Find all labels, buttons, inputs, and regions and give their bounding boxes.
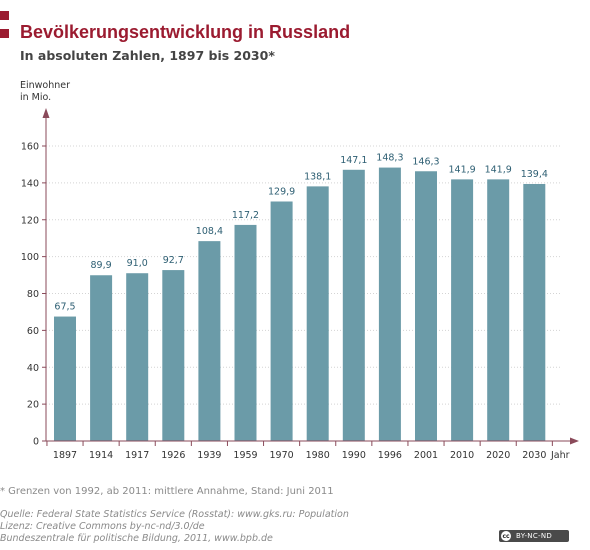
x-tick-label: 1939 xyxy=(197,450,221,461)
bar-value-label: 148,3 xyxy=(376,153,403,164)
source-line: Quelle: Federal State Statistics Service… xyxy=(0,509,349,520)
bar xyxy=(126,273,149,441)
cc-license-badge[interactable]: cc BY-NC-ND xyxy=(499,530,569,542)
x-tick-label: 1996 xyxy=(378,450,402,461)
bar xyxy=(90,275,113,441)
y-tick-label: 80 xyxy=(27,289,39,300)
accent-square-top xyxy=(0,11,9,20)
page-title: Bevölkerungsentwicklung in Russland xyxy=(20,22,351,42)
bar xyxy=(306,186,329,441)
bar xyxy=(523,183,546,441)
bar-value-label: 108,4 xyxy=(196,226,223,237)
y-tick-label: 60 xyxy=(27,326,39,337)
page-subtitle: In absoluten Zahlen, 1897 bis 2030* xyxy=(20,48,275,63)
bar xyxy=(415,171,437,441)
bar xyxy=(487,179,510,441)
x-tick-label: 2001 xyxy=(414,450,438,461)
bar xyxy=(162,270,185,441)
footnote: * Grenzen von 1992, ab 2011: mittlere An… xyxy=(0,486,334,497)
bar-value-label: 89,9 xyxy=(91,260,112,271)
bar xyxy=(451,179,474,441)
y-axis-arrow xyxy=(42,108,50,118)
bar xyxy=(54,316,76,441)
bar-value-label: 147,1 xyxy=(340,155,367,166)
x-axis-arrow xyxy=(570,437,579,445)
x-tick-label: 1980 xyxy=(306,450,330,461)
x-tick-label: 1926 xyxy=(161,450,185,461)
bar-value-label: 146,3 xyxy=(412,156,439,167)
bar-value-label: 92,7 xyxy=(163,255,184,266)
x-tick-label: 1914 xyxy=(89,450,113,461)
y-tick-label: 20 xyxy=(27,400,39,411)
bar-value-label: 117,2 xyxy=(232,210,259,221)
x-axis-label: Jahr xyxy=(550,450,570,461)
x-tick-label: 2010 xyxy=(450,450,474,461)
bar-value-label: 67,5 xyxy=(54,302,75,313)
bar-value-label: 139,4 xyxy=(521,169,548,180)
bar xyxy=(270,201,293,441)
cc-icon: cc xyxy=(501,531,511,541)
x-tick-label: 2030 xyxy=(522,450,546,461)
x-tick-label: 1897 xyxy=(53,450,77,461)
y-axis-label: Einwohner in Mio. xyxy=(20,80,70,104)
x-tick-label: 1990 xyxy=(342,450,366,461)
y-tick-label: 0 xyxy=(33,437,39,448)
y-tick-label: 160 xyxy=(21,142,39,153)
x-tick-label: 1970 xyxy=(270,450,294,461)
x-tick-label: 1917 xyxy=(125,450,149,461)
bar-value-label: 141,9 xyxy=(485,164,512,175)
bar-value-label: 91,0 xyxy=(127,258,148,269)
cc-license-text: BY-NC-ND xyxy=(516,532,553,540)
y-tick-label: 40 xyxy=(27,363,39,374)
y-axis-label-line-2: in Mio. xyxy=(20,92,52,103)
accent-square-bottom xyxy=(0,29,9,38)
bar-value-label: 129,9 xyxy=(268,186,295,197)
y-tick-label: 120 xyxy=(21,215,39,226)
license-line: Lizenz: Creative Commons by-nc-nd/3.0/de xyxy=(0,521,205,532)
bar-chart: 0 20 40 60 80 100 120 140 160 67,5 1897 89,9 1914 91,… xyxy=(21,108,579,461)
x-tick-label: 2020 xyxy=(486,450,510,461)
bar xyxy=(378,167,401,441)
y-axis-label-line-1: Einwohner xyxy=(20,80,71,91)
source-block: Quelle: Federal State Statistics Service… xyxy=(0,509,349,545)
bar xyxy=(342,169,365,442)
x-tick-label: 1959 xyxy=(233,450,257,461)
bar-value-label: 138,1 xyxy=(304,171,331,182)
y-tick-label: 100 xyxy=(21,252,39,263)
bar-value-label: 141,9 xyxy=(448,164,475,175)
publisher-line: Bundeszentrale für politische Bildung, 2… xyxy=(0,533,273,544)
bar xyxy=(198,241,221,441)
y-tick-label: 140 xyxy=(21,178,39,189)
bar xyxy=(234,224,257,441)
